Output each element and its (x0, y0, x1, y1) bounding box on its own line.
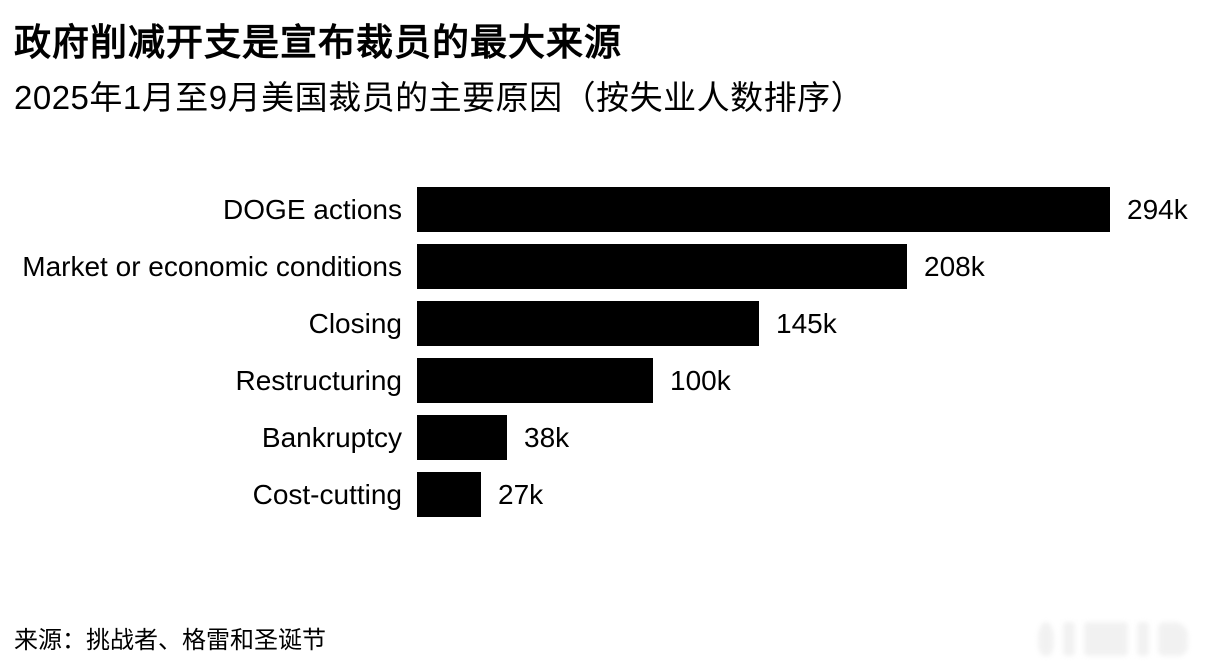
chart-subtitle: 2025年1月至9月美国裁员的主要原因（按失业人数排序） (14, 78, 865, 116)
bar-row: Market or economic conditions 208k (0, 244, 1224, 289)
bar-row: Cost-cutting 27k (0, 472, 1224, 517)
bar-category-label: Closing (308, 307, 402, 339)
bar-category-label: Market or economic conditions (22, 250, 402, 282)
bar (417, 472, 481, 517)
bar (417, 244, 907, 289)
bar-category-label: DOGE actions (223, 193, 402, 225)
chart-header: 政府削减开支是宣布裁员的最大来源 2025年1月至9月美国裁员的主要原因（按失业… (14, 22, 1210, 116)
bar-value-label: 27k (498, 478, 544, 510)
chart-title: 政府削减开支是宣布裁员的最大来源 (14, 22, 622, 63)
bar-value-label: 294k (1127, 193, 1188, 225)
source-note: 来源：挑战者、格雷和圣诞节 (14, 627, 326, 654)
bar-row: Bankruptcy 38k (0, 415, 1224, 460)
bar (417, 415, 507, 460)
bar-chart: DOGE actions 294k Market or economic condi… (0, 187, 1224, 529)
bar-category-label: Bankruptcy (261, 421, 402, 453)
bar (417, 358, 653, 403)
bar-value-label: 145k (776, 307, 837, 339)
bar-row: DOGE actions 294k (0, 187, 1224, 232)
bar (417, 187, 1110, 232)
bar-value-label: 100k (670, 364, 731, 396)
bar-value-label: 38k (524, 421, 570, 453)
bar-row: Closing 145k (0, 301, 1224, 346)
bar-row: Restructuring 100k (0, 358, 1224, 403)
bar (417, 301, 759, 346)
chart-footer: 来源：挑战者、格雷和圣诞节 (14, 620, 1210, 655)
bar-value-label: 208k (924, 250, 985, 282)
bar-category-label: Restructuring (235, 364, 402, 396)
bar-category-label: Cost-cutting (252, 478, 402, 510)
